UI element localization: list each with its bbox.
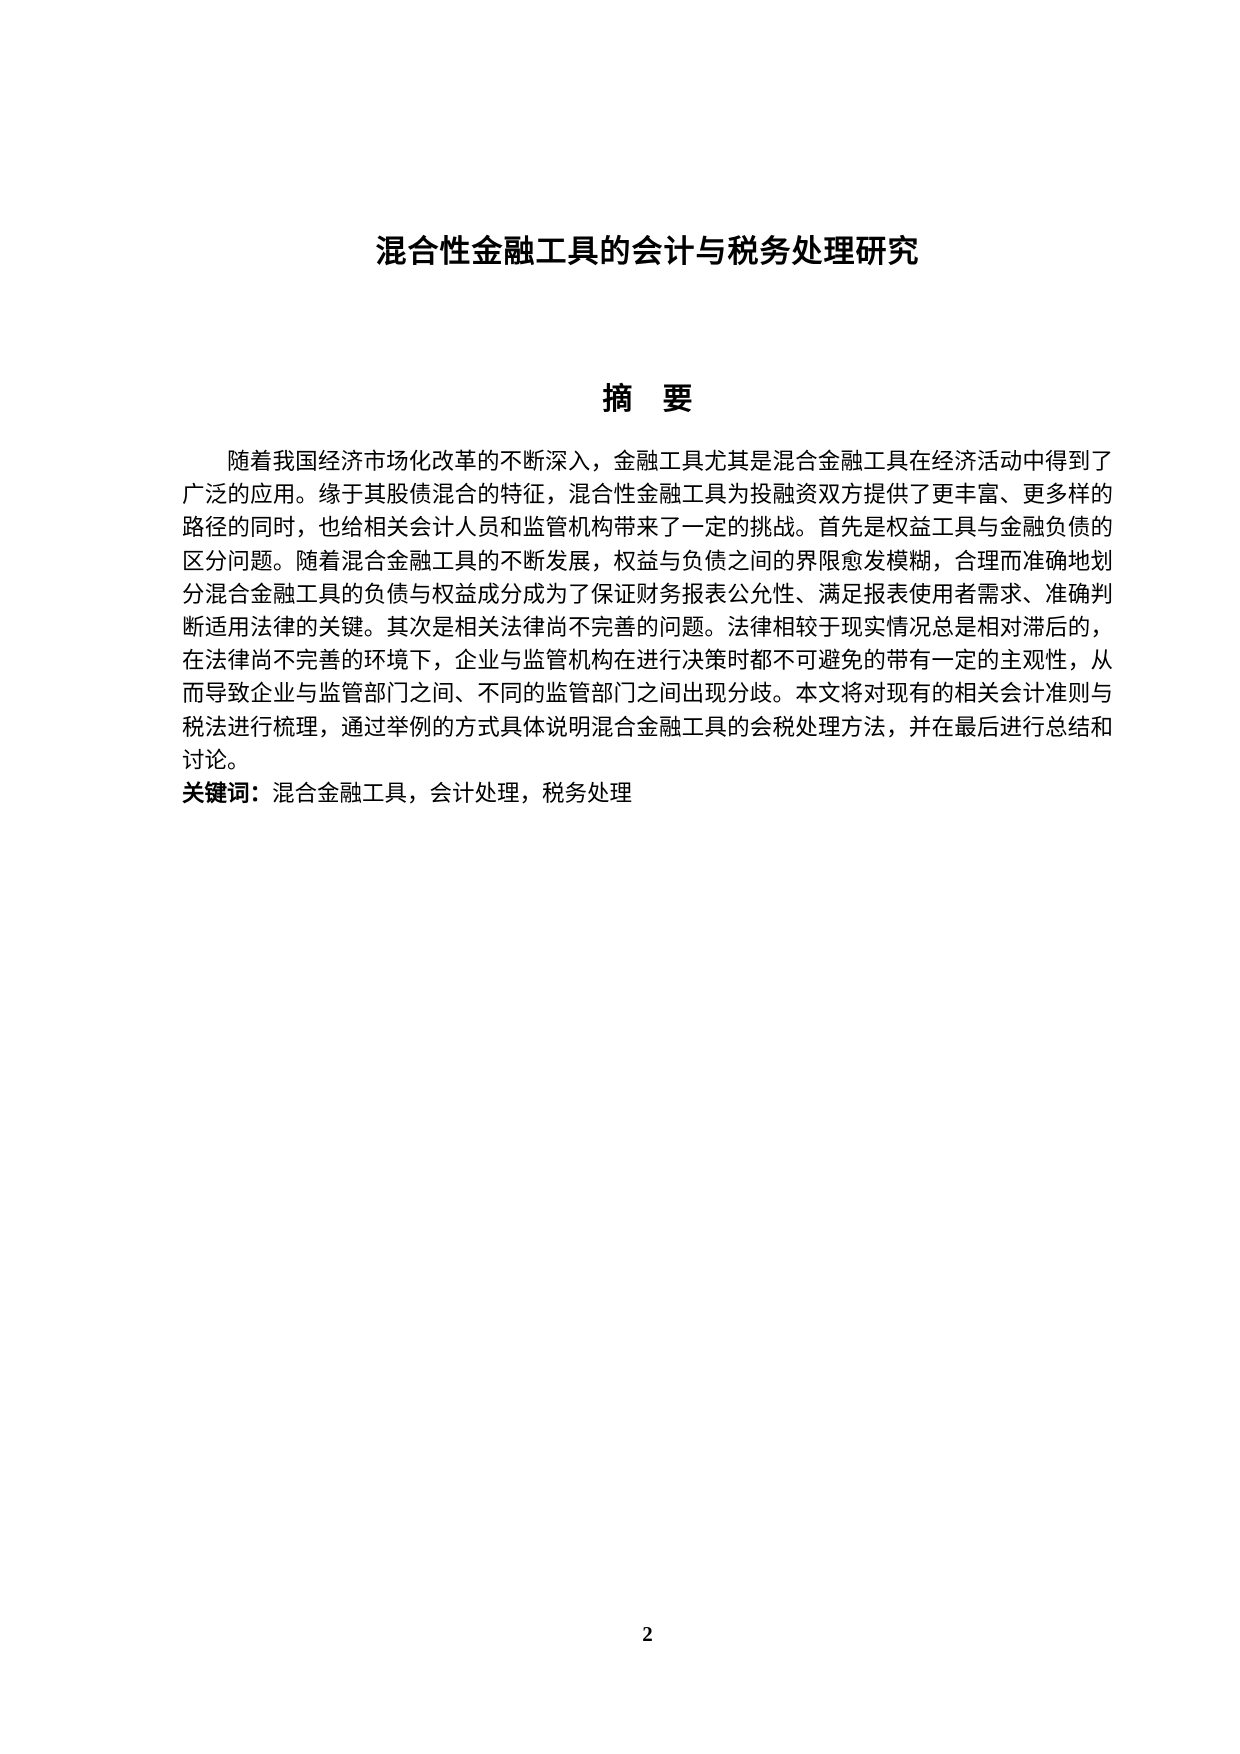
- keywords-label: 关键词：: [182, 781, 273, 807]
- abstract-paragraph: 随着我国经济市场化改革的不断深入，金融工具尤其是混合金融工具在经济活动中得到了广…: [182, 449, 1113, 773]
- content-column: 混合性金融工具的会计与税务处理研究 摘 要 随着我国经济市场化改革的不断深入，金…: [182, 0, 1113, 1754]
- document-title: 混合性金融工具的会计与税务处理研究: [375, 234, 920, 269]
- keywords-text: 混合金融工具，会计处理，税务处理: [272, 781, 633, 807]
- keywords-line: 关键词：混合金融工具，会计处理，税务处理: [182, 777, 1113, 810]
- abstract-heading: 摘 要: [602, 383, 693, 416]
- abstract-block: 随着我国经济市场化改革的不断深入，金融工具尤其是混合金融工具在经济活动中得到了广…: [182, 445, 1113, 810]
- page-number: 2: [642, 1622, 653, 1646]
